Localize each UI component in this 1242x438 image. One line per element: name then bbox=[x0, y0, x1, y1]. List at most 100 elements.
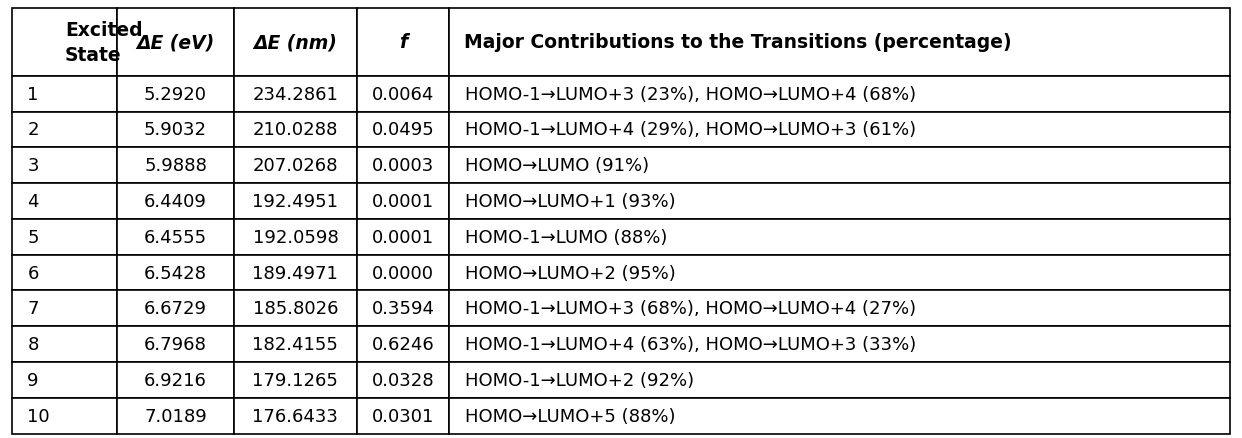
Bar bbox=[450, 326, 1230, 362]
Bar bbox=[233, 219, 356, 255]
Text: 207.0268: 207.0268 bbox=[252, 157, 338, 175]
Bar bbox=[233, 326, 356, 362]
Text: 6.6729: 6.6729 bbox=[144, 300, 207, 318]
Text: 0.0328: 0.0328 bbox=[371, 371, 435, 389]
Bar bbox=[117, 77, 233, 113]
Text: 192.4951: 192.4951 bbox=[252, 193, 338, 211]
Bar bbox=[12, 184, 117, 219]
Bar bbox=[12, 77, 117, 113]
Bar bbox=[233, 9, 356, 77]
Text: HOMO→LUMO+1 (93%): HOMO→LUMO+1 (93%) bbox=[465, 193, 676, 211]
Bar bbox=[12, 9, 117, 77]
Bar bbox=[450, 184, 1230, 219]
Bar bbox=[356, 184, 450, 219]
Text: State: State bbox=[65, 46, 122, 64]
Text: HOMO-1→LUMO+4 (29%), HOMO→LUMO+3 (61%): HOMO-1→LUMO+4 (29%), HOMO→LUMO+3 (61%) bbox=[465, 121, 917, 139]
Bar bbox=[356, 326, 450, 362]
Bar bbox=[450, 113, 1230, 148]
Text: 6.4555: 6.4555 bbox=[144, 228, 207, 246]
Text: HOMO-1→LUMO (88%): HOMO-1→LUMO (88%) bbox=[465, 228, 667, 246]
Text: HOMO→LUMO (91%): HOMO→LUMO (91%) bbox=[465, 157, 650, 175]
Text: 0.0495: 0.0495 bbox=[371, 121, 435, 139]
Text: 182.4155: 182.4155 bbox=[252, 336, 338, 353]
Bar bbox=[117, 255, 233, 291]
Text: HOMO-1→LUMO+3 (23%), HOMO→LUMO+4 (68%): HOMO-1→LUMO+3 (23%), HOMO→LUMO+4 (68%) bbox=[465, 85, 917, 103]
Bar bbox=[117, 362, 233, 398]
Bar bbox=[233, 255, 356, 291]
Text: 6: 6 bbox=[27, 264, 39, 282]
Bar bbox=[12, 326, 117, 362]
Bar bbox=[233, 184, 356, 219]
Bar bbox=[233, 113, 356, 148]
Text: 4: 4 bbox=[27, 193, 39, 211]
Text: ΔE (eV): ΔE (eV) bbox=[137, 33, 215, 52]
Text: 8: 8 bbox=[27, 336, 39, 353]
Bar bbox=[450, 255, 1230, 291]
Text: 176.6433: 176.6433 bbox=[252, 407, 338, 425]
Bar bbox=[233, 362, 356, 398]
Text: 6.4409: 6.4409 bbox=[144, 193, 207, 211]
Bar bbox=[117, 291, 233, 326]
Bar bbox=[12, 113, 117, 148]
Bar bbox=[12, 398, 117, 434]
Bar bbox=[356, 113, 450, 148]
Text: 1: 1 bbox=[27, 85, 39, 103]
Bar bbox=[356, 77, 450, 113]
Bar bbox=[450, 291, 1230, 326]
Bar bbox=[356, 255, 450, 291]
Text: 2: 2 bbox=[27, 121, 39, 139]
Bar bbox=[117, 326, 233, 362]
Bar bbox=[117, 184, 233, 219]
Text: f: f bbox=[399, 33, 407, 52]
Text: 3: 3 bbox=[27, 157, 39, 175]
Bar bbox=[12, 148, 117, 184]
Bar bbox=[12, 291, 117, 326]
Text: 5.9032: 5.9032 bbox=[144, 121, 207, 139]
Text: 0.6246: 0.6246 bbox=[371, 336, 435, 353]
Bar bbox=[233, 398, 356, 434]
Text: HOMO→LUMO+5 (88%): HOMO→LUMO+5 (88%) bbox=[465, 407, 676, 425]
Text: 0.0301: 0.0301 bbox=[371, 407, 435, 425]
Bar bbox=[356, 219, 450, 255]
Text: 0.0001: 0.0001 bbox=[373, 228, 435, 246]
Bar bbox=[356, 9, 450, 77]
Bar bbox=[233, 77, 356, 113]
Text: 210.0288: 210.0288 bbox=[252, 121, 338, 139]
Text: 0.0000: 0.0000 bbox=[373, 264, 435, 282]
Bar bbox=[117, 219, 233, 255]
Bar bbox=[450, 219, 1230, 255]
Text: Major Contributions to the Transitions (percentage): Major Contributions to the Transitions (… bbox=[465, 33, 1012, 52]
Bar bbox=[12, 362, 117, 398]
Text: 5.2920: 5.2920 bbox=[144, 85, 207, 103]
Bar bbox=[117, 9, 233, 77]
Text: HOMO-1→LUMO+2 (92%): HOMO-1→LUMO+2 (92%) bbox=[465, 371, 694, 389]
Text: ΔE (nm): ΔE (nm) bbox=[253, 33, 338, 52]
Text: 185.8026: 185.8026 bbox=[252, 300, 338, 318]
Bar bbox=[356, 291, 450, 326]
Text: 189.4971: 189.4971 bbox=[252, 264, 338, 282]
Bar bbox=[356, 362, 450, 398]
Bar bbox=[233, 291, 356, 326]
Text: 5.9888: 5.9888 bbox=[144, 157, 207, 175]
Bar bbox=[117, 113, 233, 148]
Bar bbox=[450, 9, 1230, 77]
Bar bbox=[356, 398, 450, 434]
Text: 234.2861: 234.2861 bbox=[252, 85, 338, 103]
Bar bbox=[12, 255, 117, 291]
Bar bbox=[450, 77, 1230, 113]
Text: 7: 7 bbox=[27, 300, 39, 318]
Bar bbox=[450, 362, 1230, 398]
Text: 7.0189: 7.0189 bbox=[144, 407, 207, 425]
Text: 10: 10 bbox=[27, 407, 50, 425]
Bar bbox=[117, 148, 233, 184]
Text: Excited: Excited bbox=[65, 21, 143, 40]
Text: 6.9216: 6.9216 bbox=[144, 371, 207, 389]
Bar bbox=[356, 148, 450, 184]
Bar bbox=[117, 398, 233, 434]
Text: 179.1265: 179.1265 bbox=[252, 371, 338, 389]
Text: 6.7968: 6.7968 bbox=[144, 336, 207, 353]
Text: 9: 9 bbox=[27, 371, 39, 389]
Text: HOMO→LUMO+2 (95%): HOMO→LUMO+2 (95%) bbox=[465, 264, 676, 282]
Text: 5: 5 bbox=[27, 228, 39, 246]
Text: 6.5428: 6.5428 bbox=[144, 264, 207, 282]
